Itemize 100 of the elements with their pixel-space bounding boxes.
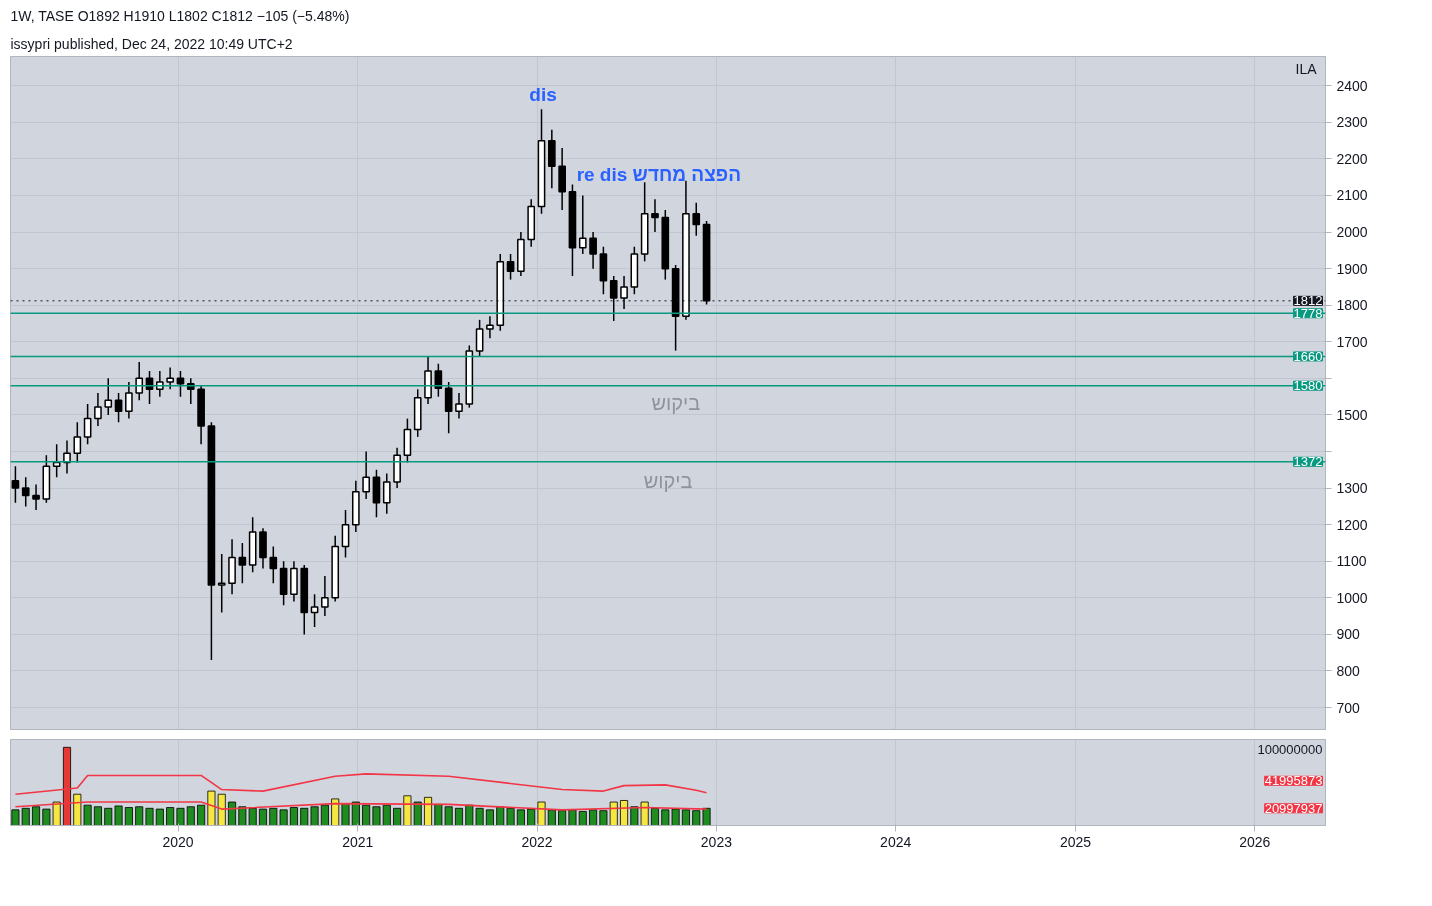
candlestick [486,315,494,339]
bar [424,796,433,826]
candlestick [321,575,329,617]
bar [351,801,360,826]
bar [362,804,371,826]
bar [568,809,577,826]
x-tick-label: 2021 [342,833,374,850]
candlestick [609,275,618,322]
candlestick [578,194,587,255]
candlestick [155,370,164,398]
bar [372,806,381,826]
bar [124,807,133,826]
candlestick [269,545,278,584]
bar [320,804,329,826]
x-tick-label: 2026 [1239,833,1271,850]
candlestick [73,421,82,464]
candlestick [589,231,597,270]
y-tick-label: 2000 [1336,224,1368,241]
bar [650,807,659,826]
candlestick [506,253,515,281]
candlestick [362,450,370,500]
y-tick-label: 2300 [1336,114,1368,131]
candlestick [217,553,226,614]
candlestick [166,366,174,391]
chart-title: 1W, TASE O1892 H1910 L1802 C1812 −105 (−5.48%) [10,7,350,24]
candlestick [104,377,113,416]
bar [547,809,556,826]
x-tick-label: 2022 [521,833,553,850]
y-tick-label: 1100 [1336,553,1367,570]
candlestick [341,509,350,559]
candlestick [32,483,40,511]
candlestick [455,392,463,420]
candlestick [21,476,30,508]
y-tick-label: 1200 [1336,516,1368,533]
annotation: 100000000 [1257,742,1323,758]
candlestick [444,381,453,434]
bar [289,807,298,826]
x-tick-label: 2024 [880,833,912,850]
bar [620,800,629,826]
candlestick [176,370,185,398]
y-tick-label: 1300 [1336,480,1368,497]
x-tick-label: 2020 [162,833,194,850]
y-tick-label: 800 [1336,662,1361,679]
candlestick [186,377,195,405]
bar [228,801,237,826]
bar [331,798,340,826]
y-tick-label: 1000 [1336,589,1368,606]
annotation: ביקוש [651,392,701,415]
candlestick [692,202,701,237]
bar [258,808,267,826]
annotation: 41995873 [1264,773,1323,789]
y-axis-title: ILA [1295,60,1318,77]
candlestick [475,319,484,358]
candlestick [651,198,659,233]
y-tick-label: 1500 [1336,406,1368,423]
candlestick [94,392,102,427]
bar [393,807,402,826]
y-tick-label: 900 [1336,626,1361,643]
y-tick-label: 2100 [1336,187,1368,204]
annotation: re dis הפצה מחדש [576,163,741,185]
bar [382,804,391,826]
bar [186,806,195,826]
bar [93,806,102,826]
candlestick [382,472,391,515]
y-tick-label: 1900 [1336,260,1368,277]
ref-line-label: 1372 [1293,454,1323,470]
candlestick [125,381,133,420]
ref-line-label: 1660 [1293,348,1323,364]
bar [681,809,690,826]
y-tick-label: 700 [1336,699,1361,716]
y-tick-label: 2200 [1336,150,1368,167]
bar [589,809,598,826]
bar [176,807,185,826]
candlestick [310,593,319,628]
ref-line-label: 1580 [1293,378,1323,394]
candlestick [83,403,92,445]
y-tick-label: 1700 [1336,333,1368,350]
candlestick [238,542,247,584]
candlestick [11,465,20,504]
bar [62,746,71,826]
bar [145,807,154,826]
chart-subtitle: issypri published, Dec 24, 2022 10:49 UTC+2 [10,35,293,52]
bar [527,808,536,826]
bar [516,809,525,826]
bar [485,809,494,826]
bar [135,806,144,826]
bar [341,803,350,826]
candlestick [620,275,628,310]
annotation: dis [529,83,557,105]
annotation: 20997937 [1264,800,1323,816]
y-tick-label: 2400 [1336,77,1368,94]
bar [537,801,546,826]
annotation: ביקוש [643,470,693,493]
bar [166,807,175,826]
bar [155,808,164,826]
y-tick-label: 1800 [1336,297,1368,314]
bar [558,810,567,826]
ref-line-label: 1778 [1293,305,1323,321]
bar [32,806,41,826]
bar [578,811,587,826]
